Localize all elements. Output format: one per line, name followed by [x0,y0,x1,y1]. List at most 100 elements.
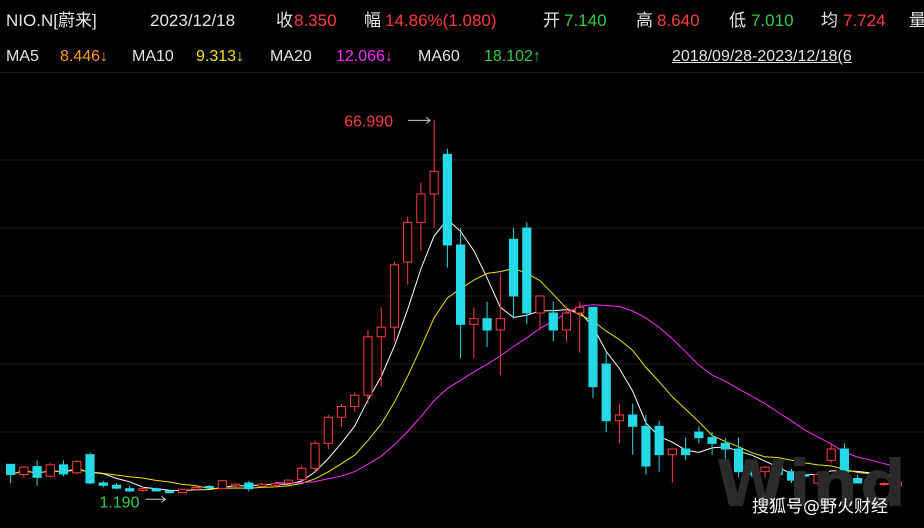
down-candle [442,153,452,246]
symbol[interactable]: NIO.N[蔚来] [6,11,97,30]
avg-label: 均 [821,11,838,30]
date-range[interactable]: 2018/09/28-2023/12/18(6 [672,48,852,65]
up-candle [403,221,413,263]
up-candle [429,170,439,195]
down-candle [164,490,175,494]
up-candle [19,466,29,475]
high-value: 8.640 [657,11,700,30]
ma60-label: MA60 [418,48,460,65]
high-label: 高 [636,11,653,30]
up-candle [614,414,625,422]
down-candle [204,485,214,489]
down-candle [654,425,664,456]
down-candle [601,363,611,422]
down-candle [720,442,730,450]
up-candle [72,460,82,474]
up-candle [535,295,545,314]
down-candle [508,238,519,297]
quote-header: NIO.N[蔚来] 2023/12/18 收 8.350 幅 14.86%(1.… [0,0,924,42]
ma20-label: MA20 [270,48,312,65]
ma60-value: 18.102↑ [484,48,541,65]
max-price-label: 66.990 [344,113,393,130]
ma10-label: MA10 [132,48,174,65]
change-label: 幅 [364,11,381,30]
close-label: 收 [276,11,293,30]
down-candle [628,414,638,427]
up-candle [561,312,572,331]
down-candle [786,471,797,481]
up-candle [231,483,241,487]
down-candle [85,454,95,484]
up-candle [350,394,360,407]
ma10-line [10,267,898,489]
up-candle [138,488,148,491]
down-candle [522,227,532,314]
min-arrow-head [161,495,167,503]
wind-watermark: Wind [716,448,908,522]
up-candle [879,483,889,486]
down-candle [482,318,492,331]
down-candle [151,488,161,492]
up-candle [323,416,333,444]
date: 2023/12/18 [150,11,236,30]
down-candle [32,466,42,478]
down-candle [588,306,598,388]
up-candle [217,480,227,490]
up-candle [389,264,400,328]
up-candle [416,193,426,223]
volume-label: 量 [909,11,924,30]
up-candle [178,488,188,494]
up-candle [575,306,585,314]
down-candle [456,244,466,325]
down-candle [6,463,16,475]
up-candle [813,474,823,484]
ma10-value: 9.313↓ [196,48,245,65]
change-value: 14.86%(1.080) [385,11,497,30]
down-candle [548,312,558,331]
down-candle [853,477,863,484]
ma-header: MA5 8.446↓ MA10 9.313↓ MA20 12.066↓ MA60… [0,42,924,73]
open-label: 开 [543,11,560,30]
up-candle [336,406,347,418]
ma20-line [275,304,898,484]
low-value: 7.010 [751,11,794,30]
down-candle [111,484,122,489]
down-candle [733,448,744,473]
sohu-watermark: 搜狐号@野火财经 [752,497,888,517]
up-candle [469,318,479,325]
ma5-label: MA5 [6,48,39,65]
down-candle [773,465,783,475]
close-value: 8.350 [294,11,337,30]
down-candle [58,464,69,475]
down-candle [244,482,254,490]
up-candle [376,326,386,338]
down-candle [694,431,704,439]
up-candle [283,479,294,484]
down-candle [98,482,108,486]
up-candle [191,487,201,490]
down-candle [681,448,691,456]
low-label: 低 [729,11,746,30]
up-candle [826,448,836,461]
down-candle [641,425,651,467]
up-candle [760,466,770,473]
down-candle [707,437,717,444]
open-value: 7.140 [564,11,607,30]
max-arrow-head [425,116,431,124]
up-candle [297,467,307,481]
up-candle [495,318,505,331]
candlestick-chart[interactable]: 66.990 1.190 [0,72,924,528]
up-candle [667,448,677,456]
up-candle [270,483,280,486]
up-candle [892,481,902,487]
up-candle [257,483,267,487]
up-candle [310,442,320,469]
down-candle [125,488,135,492]
down-candle [747,471,757,475]
ma5-value: 8.446↓ [60,48,109,65]
down-candle [800,474,810,477]
min-price-label: 1.190 [99,494,139,511]
ma20-value: 12.066↓ [336,48,393,65]
avg-value: 7.724 [843,11,886,30]
down-candle [839,448,850,475]
